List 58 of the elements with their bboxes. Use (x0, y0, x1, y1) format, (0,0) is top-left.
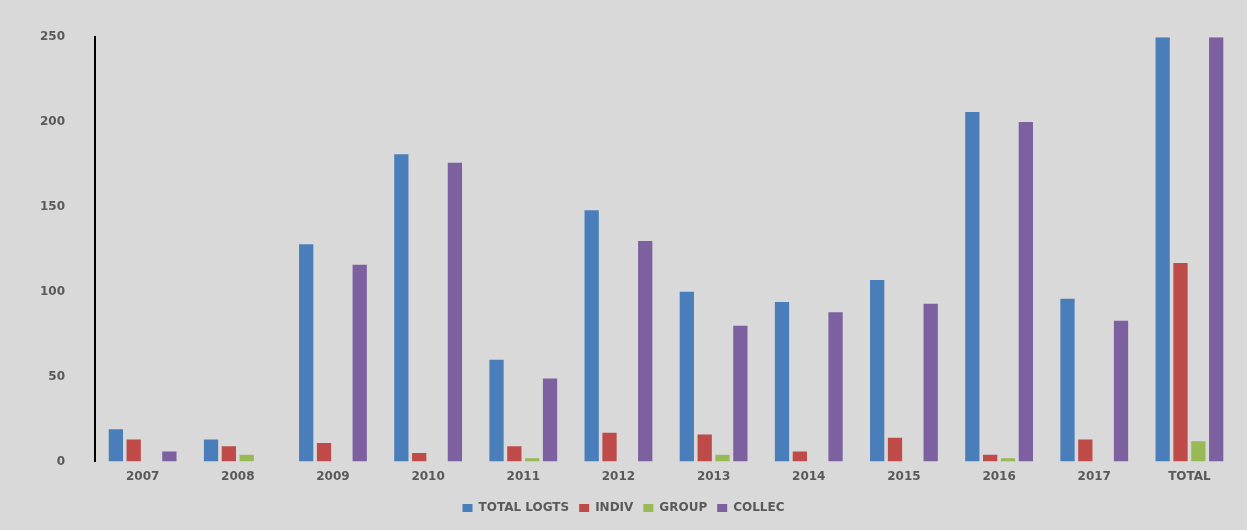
bar (1078, 439, 1093, 462)
bar (679, 291, 694, 462)
bar (412, 453, 427, 462)
bar (923, 303, 938, 462)
y-tick-label: 100 (39, 283, 66, 298)
bar (489, 359, 504, 462)
bar (1155, 37, 1170, 462)
bar (352, 264, 367, 462)
bar (792, 451, 807, 462)
bar (299, 244, 314, 462)
x-tick-label: TOTAL (1168, 468, 1212, 483)
bar (1173, 262, 1188, 462)
y-tick-label: 150 (39, 199, 66, 214)
bar (774, 302, 790, 462)
bar (1191, 441, 1206, 462)
x-tick-label: 2011 (506, 468, 540, 483)
bar (1209, 37, 1224, 462)
legend-label: GROUP (659, 500, 708, 515)
x-tick-label: 2010 (411, 468, 445, 483)
bar (203, 439, 219, 462)
bar (1060, 298, 1075, 462)
legend-label: INDIV (595, 500, 635, 515)
bar (584, 210, 599, 462)
y-tick-label: 0 (56, 453, 66, 468)
bar (394, 154, 409, 462)
bar (542, 378, 558, 462)
bar (316, 442, 332, 462)
bar (965, 111, 980, 462)
x-tick-label: 2008 (221, 468, 255, 483)
bar (1113, 320, 1129, 462)
bar (1018, 122, 1033, 462)
bar (715, 454, 730, 462)
x-tick-label: 2009 (316, 468, 350, 483)
legend-label: TOTAL LOGTS (478, 500, 570, 515)
legend-label: COLLEC (733, 500, 785, 515)
bar (638, 240, 653, 462)
y-tick-label: 50 (48, 368, 66, 383)
x-tick-label: 2012 (601, 468, 636, 483)
bar (602, 432, 617, 462)
bar (162, 451, 177, 462)
bar (733, 325, 748, 462)
x-tick-label: 2013 (696, 468, 731, 483)
bar (887, 437, 903, 462)
y-tick-label: 200 (39, 114, 66, 129)
bar (221, 446, 237, 462)
bar (108, 429, 123, 462)
bar (126, 439, 141, 462)
x-tick-label: 2016 (982, 468, 1016, 483)
bar (507, 446, 522, 462)
bar (697, 434, 712, 462)
x-tick-label: 2017 (1077, 468, 1111, 483)
x-tick-label: 2015 (887, 468, 921, 483)
x-tick-label: 2014 (792, 468, 826, 483)
bar (828, 312, 843, 462)
bar (447, 162, 463, 462)
bar (870, 279, 885, 462)
x-tick-label: 2007 (125, 468, 160, 483)
y-tick-label: 250 (39, 29, 66, 44)
